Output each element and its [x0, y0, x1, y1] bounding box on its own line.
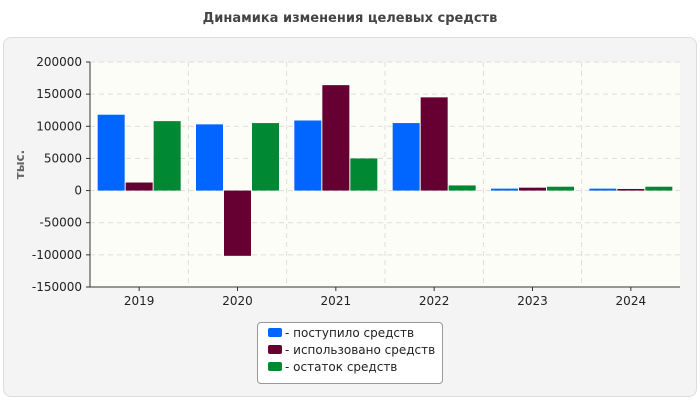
bar-2019-0	[97, 114, 125, 191]
legend: - поступило средств - использовано средс…	[257, 322, 443, 384]
bar-2022-0	[392, 123, 420, 191]
bar-2021-0	[294, 120, 322, 191]
legend-label: - использовано средств	[285, 342, 436, 357]
legend-item: - остаток средств	[268, 359, 442, 374]
y-tick-label: -150000	[32, 280, 82, 294]
bar-2021-1	[322, 85, 350, 191]
bar-2024-1	[617, 188, 645, 191]
y-axis-label: тыс.	[13, 150, 27, 179]
chart-title: Динамика изменения целевых средств	[202, 11, 498, 26]
bar-2023-2	[547, 186, 574, 191]
bar-2019-1	[125, 182, 153, 191]
bar-2020-2	[252, 123, 279, 191]
bar-2024-0	[589, 188, 617, 191]
x-tick-label: 2024	[616, 294, 647, 308]
bar-2019-2	[153, 121, 181, 191]
legend-swatch	[268, 328, 282, 337]
bar-2021-2	[350, 158, 378, 191]
x-tick-label: 2023	[517, 294, 548, 308]
y-tick-label: -100000	[32, 248, 82, 262]
legend-swatch	[268, 362, 282, 371]
bar-2024-2	[645, 186, 673, 191]
legend-swatch	[268, 345, 282, 354]
bar-2023-1	[519, 187, 546, 191]
x-tick-label: 2021	[321, 294, 352, 308]
legend-item: - использовано средств	[268, 342, 442, 357]
legend-label: - поступило средств	[285, 325, 415, 340]
y-tick-label: -50000	[39, 216, 82, 230]
x-tick-label: 2022	[419, 294, 450, 308]
legend-label: - остаток средств	[285, 359, 398, 374]
x-tick-label: 2019	[124, 294, 155, 308]
bar-2022-2	[448, 185, 476, 191]
bar-2020-1	[224, 190, 251, 256]
y-tick-label: 150000	[36, 87, 82, 101]
y-tick-label: 50000	[44, 151, 82, 165]
y-tick-label: 200000	[36, 55, 82, 69]
legend-item: - поступило средств	[268, 325, 442, 340]
x-tick-label: 2020	[222, 294, 253, 308]
y-tick-label: 100000	[36, 119, 82, 133]
bar-2020-0	[196, 124, 223, 191]
y-tick-label: 0	[74, 184, 82, 198]
bar-2023-0	[491, 188, 518, 191]
bar-2022-1	[420, 97, 448, 191]
